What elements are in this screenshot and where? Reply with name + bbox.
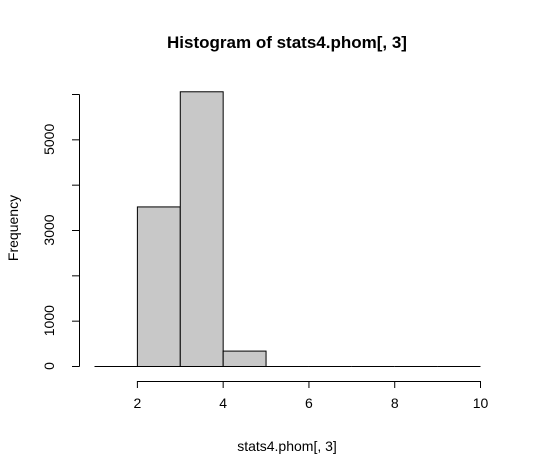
y-tick-label: 3000: [41, 214, 57, 245]
x-axis-label: stats4.phom[, 3]: [237, 438, 337, 454]
x-axis: 2 4 6 8 10: [133, 381, 488, 411]
chart-title: Histogram of stats4.phom[, 3]: [167, 33, 407, 52]
histogram-bar: [136, 206, 181, 367]
y-tick-label: 5000: [41, 124, 57, 155]
y-tick-label: 0: [41, 362, 57, 370]
x-tick-label: 4: [219, 395, 227, 411]
x-tick-label: 8: [391, 395, 399, 411]
histogram-bar: [222, 350, 267, 368]
x-tick-label: 2: [133, 395, 141, 411]
y-tick-label: 1000: [41, 305, 57, 336]
histogram-bar: [179, 91, 224, 367]
x-tick-label: 10: [473, 395, 489, 411]
y-axis: 0 1000 3000 5000: [41, 94, 80, 370]
x-tick-label: 6: [305, 395, 313, 411]
bars-group: [94, 91, 481, 368]
y-axis-label: Frequency: [5, 195, 21, 261]
